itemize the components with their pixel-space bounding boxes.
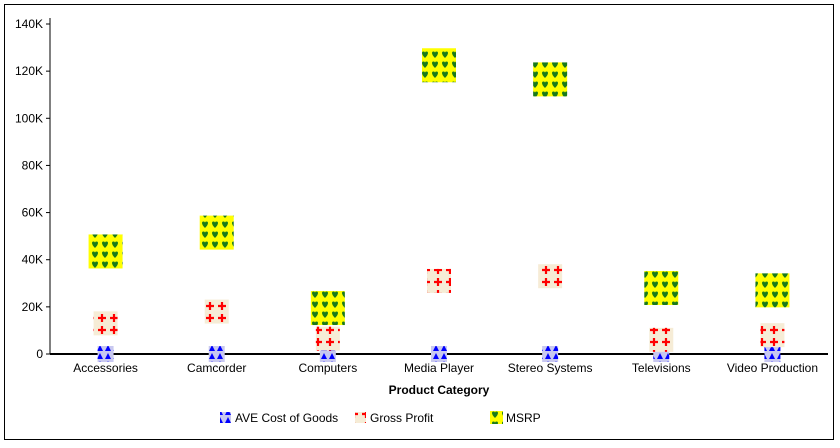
y-tick-label: 100K (15, 111, 43, 125)
x-tick-label-televisions: Televisions (632, 361, 691, 375)
point-msrp-stereo-systems (533, 62, 568, 97)
x-tick-label-media-player: Media Player (404, 361, 474, 375)
point-msrp-accessories (88, 234, 123, 269)
point-msrp-media-player (422, 48, 456, 83)
point-ave-cost-of-goods-stereo-systems (542, 346, 559, 362)
legend-marker-gross-profit (355, 412, 366, 423)
point-ave-cost-of-goods-media-player (431, 346, 447, 362)
x-tick-label-camcorder: Camcorder (187, 361, 246, 375)
point-msrp-computers (310, 291, 345, 326)
legend-label-gross-profit: Gross Profit (370, 411, 434, 425)
y-tick-label: 20K (22, 300, 43, 314)
point-ave-cost-of-goods-camcorder (208, 346, 225, 362)
legend-label-msrp: MSRP (506, 411, 541, 425)
legend-marker-ave-cost-of-goods (220, 412, 231, 423)
point-gross-profit-video-production (760, 323, 785, 348)
legend-marker-msrp (490, 411, 503, 424)
point-gross-profit-televisions (649, 327, 674, 352)
y-tick-label: 0 (36, 347, 43, 361)
y-tick-label: 40K (22, 253, 43, 267)
legend-item-ave-cost-of-goods: AVE Cost of Goods (220, 411, 338, 425)
point-msrp-video-production (755, 273, 790, 308)
x-tick-label-accessories: Accessories (73, 361, 138, 375)
y-tick-label: 80K (22, 158, 43, 172)
y-tick-label: 120K (15, 64, 43, 78)
y-tick-label: 140K (15, 17, 43, 31)
legend-item-gross-profit: Gross Profit (355, 411, 434, 425)
y-tick-label: 60K (22, 206, 43, 220)
point-ave-cost-of-goods-video-production (764, 346, 781, 362)
legend: AVE Cost of Goods Gross Profit MSRP (220, 411, 541, 425)
point-msrp-camcorder (199, 215, 234, 250)
legend-label-ave-cost-of-goods: AVE Cost of Goods (235, 411, 338, 425)
point-gross-profit-accessories (93, 311, 118, 336)
chart-frame (4, 4, 834, 440)
x-tick-label-video-production: Video Production (727, 361, 818, 375)
point-gross-profit-stereo-systems (538, 264, 563, 289)
x-tick-label-computers: Computers (299, 361, 358, 375)
point-msrp-televisions (644, 271, 679, 305)
x-axis-title: Product Category (389, 383, 490, 397)
point-gross-profit-camcorder (204, 299, 229, 324)
x-tick-label-stereo-systems: Stereo Systems (508, 361, 593, 375)
point-ave-cost-of-goods-accessories (97, 346, 114, 362)
legend-item-msrp: MSRP (490, 411, 541, 425)
point-gross-profit-computers (315, 326, 340, 351)
point-gross-profit-media-player (427, 268, 451, 293)
